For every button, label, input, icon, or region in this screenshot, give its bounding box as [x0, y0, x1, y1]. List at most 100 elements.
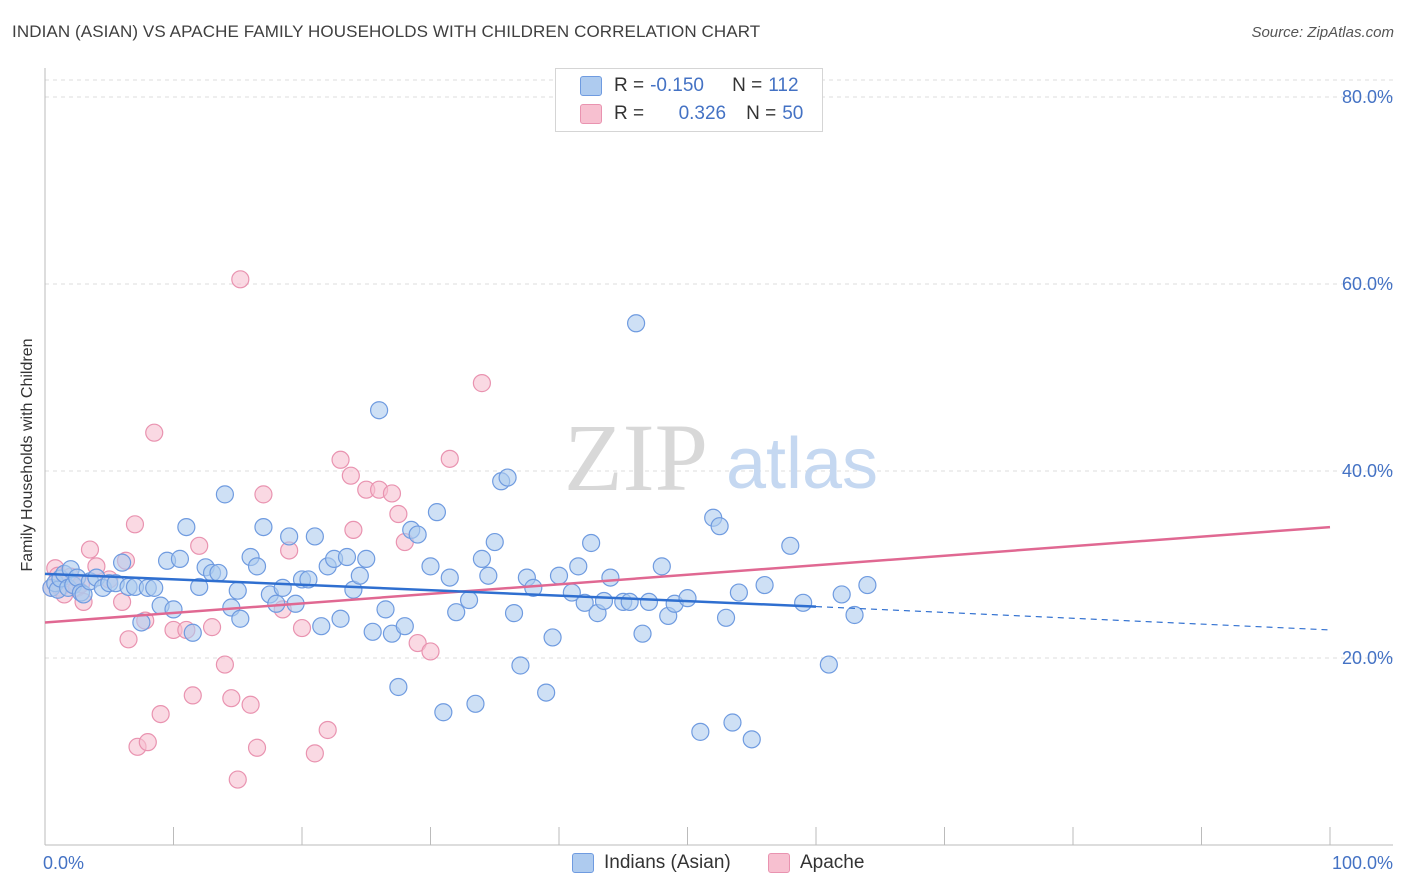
legend-swatch-pink: [768, 853, 790, 873]
apache-point: [228, 770, 247, 789]
indians-asian-point: [742, 730, 761, 749]
apache-point: [80, 540, 100, 559]
indians-asian-point: [190, 577, 209, 597]
apache-point: [389, 504, 408, 524]
indians-asian-point: [794, 593, 813, 612]
apache-point: [215, 655, 234, 674]
indians-asian-point: [845, 605, 864, 625]
indians-asian-point: [331, 609, 350, 628]
indians-asian-point: [466, 694, 485, 713]
indians-asian-point: [231, 609, 250, 628]
indians-asian-point: [247, 557, 267, 576]
apache-point: [318, 720, 337, 740]
indians-asian-point: [395, 617, 414, 636]
apache-point: [119, 630, 138, 649]
apache-point: [138, 733, 157, 752]
indians-asian-point: [408, 525, 427, 544]
y-tick-label: 20.0%: [1342, 648, 1393, 668]
indians-asian-point: [575, 593, 594, 612]
indians-asian-point: [273, 578, 292, 597]
watermark-atlas: atlas: [726, 424, 878, 504]
legend-n-label: N =: [746, 103, 777, 124]
apache-trend-line: [44, 525, 1331, 624]
indians-trend-line-extrapolated: [815, 605, 1331, 631]
legend-label-indians: Indians (Asian): [604, 852, 731, 873]
indians-asian-point: [472, 549, 491, 568]
indians-asian-point: [569, 557, 588, 576]
indians-asian-point: [691, 722, 710, 741]
indians-asian-point: [215, 485, 234, 504]
indians-asian-point: [440, 568, 459, 587]
legend-n-value: 112: [768, 75, 799, 96]
indians-asian-point: [427, 503, 447, 522]
legend-r-label: R =: [614, 75, 645, 96]
apache-point: [190, 536, 209, 555]
legend-row-indians: R = -0.150 N = 112: [580, 74, 799, 98]
series-legend: Indians (Asian) Apache: [0, 852, 1406, 876]
indians-asian-point: [549, 566, 569, 585]
apache-point: [421, 642, 440, 661]
indians-asian-point: [511, 656, 530, 675]
indians-asian-point: [755, 575, 774, 595]
x-tick-label-min: 0.0%: [43, 853, 84, 873]
indians-asian-point: [716, 608, 736, 627]
indians-asian-point: [421, 557, 440, 576]
legend-item-apache[interactable]: Apache: [768, 852, 864, 874]
indians-asian-point: [177, 517, 196, 537]
indians-asian-point: [145, 578, 164, 597]
indians-asian-point: [350, 566, 369, 585]
tick-labels: 20.0% 40.0% 60.0% 80.0% 0.0% 100.0%: [43, 87, 1393, 873]
apache-point: [254, 485, 273, 504]
indians-asian-point: [209, 563, 228, 583]
indians-asian-point: [498, 468, 517, 487]
indians-asian-point: [504, 604, 524, 623]
indians-asian-point: [363, 622, 382, 641]
indians-asian-point: [723, 713, 742, 732]
apache-point: [331, 450, 350, 469]
indians-trend-line: [44, 572, 817, 608]
apache-point: [382, 484, 402, 503]
indians-asian-points: [42, 314, 877, 749]
indians-asian-point: [132, 613, 151, 632]
indians-asian-point: [832, 585, 851, 604]
legend-r-label: R =: [614, 103, 645, 124]
indians-asian-point: [678, 589, 697, 608]
indians-asian-point: [376, 600, 395, 619]
legend-r-value: -0.150: [650, 75, 704, 96]
legend-row-apache: R = 0.326 N = 50: [580, 102, 803, 126]
legend-r-value: 0.326: [678, 103, 727, 124]
indians-asian-point: [370, 401, 389, 420]
indians-asian-point: [729, 583, 749, 602]
legend-item-indians[interactable]: Indians (Asian): [572, 852, 731, 874]
indians-asian-point: [357, 549, 376, 568]
indians-asian-point: [485, 532, 504, 552]
watermark: ZIP atlas: [564, 404, 878, 511]
indians-asian-point: [858, 575, 877, 595]
y-tick-label: 60.0%: [1342, 274, 1393, 294]
apache-point: [112, 592, 132, 612]
indians-asian-point: [710, 517, 729, 536]
indians-asian-point: [459, 590, 479, 610]
apache-point: [305, 744, 324, 763]
chart-title: INDIAN (ASIAN) VS APACHE FAMILY HOUSEHOL…: [12, 22, 761, 41]
legend-swatch-blue: [572, 853, 594, 873]
apache-point: [344, 520, 363, 540]
watermark-zip: ZIP: [564, 404, 708, 511]
legend-label-apache: Apache: [800, 852, 865, 873]
indians-asian-point: [434, 703, 453, 722]
x-tick-label-max: 100.0%: [1332, 853, 1393, 873]
indians-asian-point: [594, 591, 614, 611]
apache-point: [231, 270, 250, 289]
apache-point: [341, 466, 360, 485]
apache-point: [151, 704, 170, 724]
indians-asian-point: [781, 536, 800, 555]
correlation-legend: R = -0.150 N = 112 R = 0.326 N = 50: [555, 68, 823, 132]
apache-point: [440, 449, 459, 468]
indians-asian-point: [601, 568, 620, 587]
indians-asian-point: [819, 655, 838, 674]
apache-point: [292, 618, 312, 638]
y-tick-label: 40.0%: [1342, 461, 1393, 481]
apache-point: [472, 374, 491, 393]
indians-asian-point: [620, 592, 639, 612]
